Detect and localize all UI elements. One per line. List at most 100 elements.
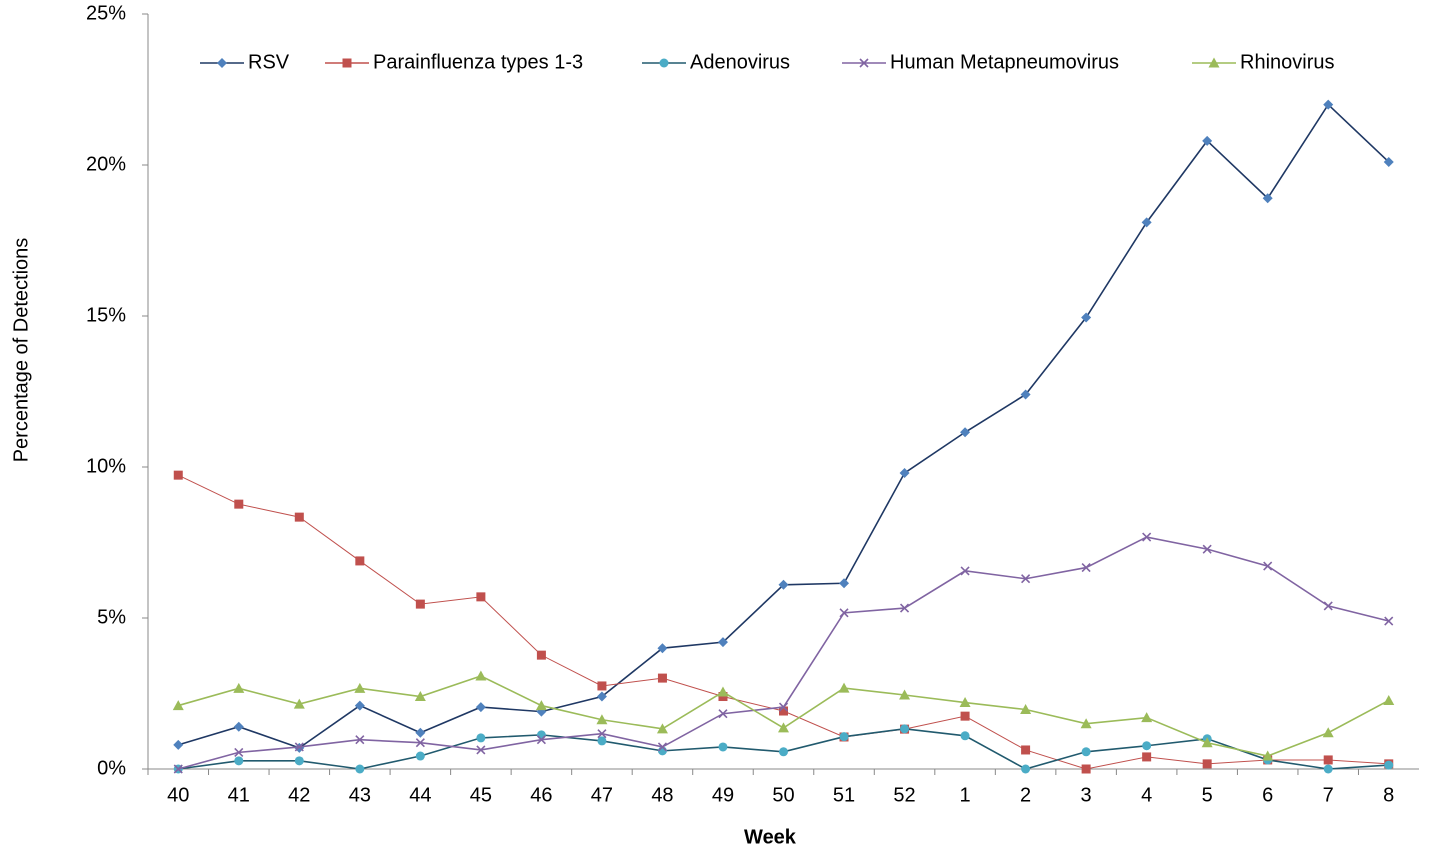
data-point	[656, 723, 668, 734]
data-point	[355, 735, 365, 745]
data-point	[596, 691, 607, 702]
data-point	[959, 697, 971, 708]
data-point	[233, 721, 244, 732]
data-point	[596, 714, 608, 725]
x-tick-label: 6	[1262, 784, 1273, 806]
data-point	[899, 468, 910, 479]
data-point	[535, 700, 547, 711]
x-tick-label: 4	[1141, 784, 1152, 806]
data-point	[173, 470, 183, 480]
data-point	[779, 747, 788, 757]
data-point	[1384, 616, 1394, 626]
data-point	[475, 702, 486, 713]
data-point	[355, 556, 365, 566]
data-point	[1323, 601, 1333, 611]
data-point	[900, 724, 910, 734]
data-point	[1383, 694, 1395, 705]
data-point	[415, 738, 425, 748]
legend-label: Adenovirus	[690, 51, 790, 73]
data-point	[657, 742, 668, 752]
x-tick-label: 51	[833, 784, 855, 806]
data-point	[1141, 217, 1152, 228]
data-point	[536, 650, 546, 660]
data-point	[294, 756, 304, 766]
legend-label: RSV	[248, 51, 290, 73]
x-tick-label: 46	[530, 784, 552, 806]
data-point	[1384, 760, 1394, 770]
x-tick-label: 42	[288, 784, 310, 806]
y-tick-label: 0%	[97, 757, 126, 779]
data-point	[354, 682, 366, 693]
data-point	[173, 764, 183, 774]
data-point	[597, 729, 607, 739]
legend-marker	[342, 58, 352, 68]
data-point	[839, 578, 850, 589]
data-point	[1322, 727, 1334, 738]
data-point	[657, 643, 668, 654]
data-point	[717, 686, 729, 697]
legend-marker	[1208, 57, 1220, 68]
data-point	[960, 566, 970, 576]
x-tick-label: 41	[228, 784, 250, 806]
legend-marker	[217, 58, 227, 68]
x-tick-label: 3	[1081, 784, 1092, 806]
data-point	[1142, 752, 1152, 762]
data-point	[476, 592, 486, 602]
x-tick-label: 7	[1323, 784, 1334, 806]
data-point	[1020, 389, 1031, 400]
data-point	[960, 427, 971, 438]
y-tick-label: 10%	[86, 455, 126, 477]
data-point	[1202, 135, 1213, 146]
data-point	[173, 739, 184, 750]
x-axis-label: Week	[744, 826, 797, 848]
data-point	[778, 722, 789, 733]
x-tick-label: 1	[960, 784, 971, 806]
data-point	[172, 700, 184, 711]
data-point	[414, 691, 426, 702]
data-point	[475, 670, 487, 681]
x-tick-label: 8	[1383, 784, 1394, 806]
data-point	[1323, 99, 1334, 110]
data-point	[354, 700, 365, 711]
y-axis-label: Percentage of Detections	[10, 238, 32, 463]
data-point	[234, 747, 244, 757]
data-point	[1021, 574, 1031, 584]
data-point	[415, 751, 425, 761]
data-point	[779, 706, 788, 716]
x-tick-label: 44	[409, 784, 431, 806]
data-point	[899, 603, 910, 613]
data-point	[1081, 747, 1091, 757]
legend-marker	[859, 58, 869, 68]
data-point	[294, 512, 304, 522]
data-point	[355, 764, 365, 774]
data-point	[1020, 704, 1032, 715]
y-tick-label: 20%	[86, 153, 126, 175]
legend-label: Rhinovirus	[1240, 51, 1334, 73]
data-point	[839, 608, 849, 618]
data-point	[536, 735, 546, 745]
data-point	[293, 698, 305, 709]
data-point	[415, 727, 426, 738]
data-point	[233, 682, 245, 693]
data-point	[838, 682, 850, 693]
data-point	[657, 673, 667, 683]
x-tick-label: 5	[1202, 784, 1213, 806]
data-point	[1262, 750, 1274, 761]
data-point	[960, 711, 970, 721]
data-point	[476, 733, 486, 743]
data-point	[1021, 764, 1031, 774]
data-point	[839, 732, 849, 742]
y-tick-label: 5%	[97, 606, 126, 628]
data-point	[1021, 745, 1031, 755]
data-point	[1201, 737, 1213, 748]
data-point	[718, 692, 728, 702]
data-point	[717, 637, 728, 648]
data-point	[536, 730, 546, 740]
data-point	[778, 579, 789, 590]
data-point	[1262, 193, 1273, 204]
x-tick-label: 47	[591, 784, 613, 806]
data-point	[415, 599, 425, 609]
y-tick-label: 25%	[86, 2, 126, 24]
data-point	[1142, 741, 1152, 751]
data-point	[597, 736, 607, 746]
